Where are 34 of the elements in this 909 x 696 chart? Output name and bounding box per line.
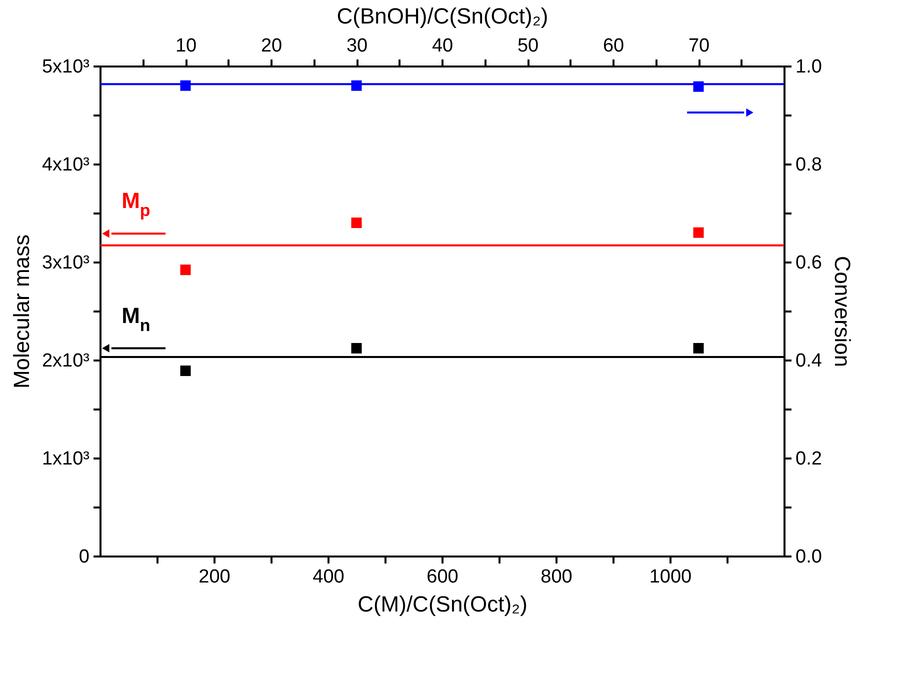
point	[351, 218, 362, 228]
x-tick-label: 600	[426, 566, 458, 588]
y2-tick-label: 0.6	[796, 252, 822, 274]
y-tick-label: 0	[78, 546, 90, 568]
x2-tick-label: 20	[260, 36, 282, 56]
point	[180, 366, 191, 376]
x2-tick-label: 50	[517, 36, 539, 56]
y-tick-label: 3x10³	[42, 252, 90, 274]
y-tick-label: 4x10³	[42, 154, 90, 176]
y2-tick-label: 1.0	[796, 56, 822, 78]
y-axis-title: Molecular mass	[8, 234, 34, 389]
x2-tick-label: 60	[602, 36, 624, 56]
x2-axis-title: C(BnOH)/C(Sn(Oct)₂)	[336, 4, 548, 28]
x-tick-label: 1000	[649, 566, 692, 588]
x-tick-label: 800	[540, 566, 572, 588]
x2-tick-label: 10	[175, 36, 197, 56]
point	[180, 264, 191, 276]
y2-tick-label: 0.0	[796, 546, 822, 568]
x2-tick-label: 70	[688, 36, 710, 56]
y2-tick-label: 0.8	[796, 154, 822, 176]
point	[351, 342, 362, 354]
x2-tick-label: 30	[346, 36, 368, 56]
point	[693, 227, 704, 238]
x-tick-label: 400	[312, 566, 344, 588]
y2-tick-label: 0.4	[796, 350, 822, 372]
x-axis-title: C(M)/C(Sn(Oct)₂)	[358, 592, 528, 616]
y-tick-label: 5x10³	[42, 56, 90, 78]
y2-axis-title: Conversion	[830, 256, 855, 368]
x-tick-label: 200	[198, 566, 230, 588]
y2-tick-label: 0.2	[796, 448, 822, 470]
point	[693, 342, 704, 354]
y-tick-label: 2x10³	[42, 350, 90, 372]
x2-tick-label: 40	[432, 36, 454, 56]
y-tick-label: 1x10³	[42, 448, 90, 470]
